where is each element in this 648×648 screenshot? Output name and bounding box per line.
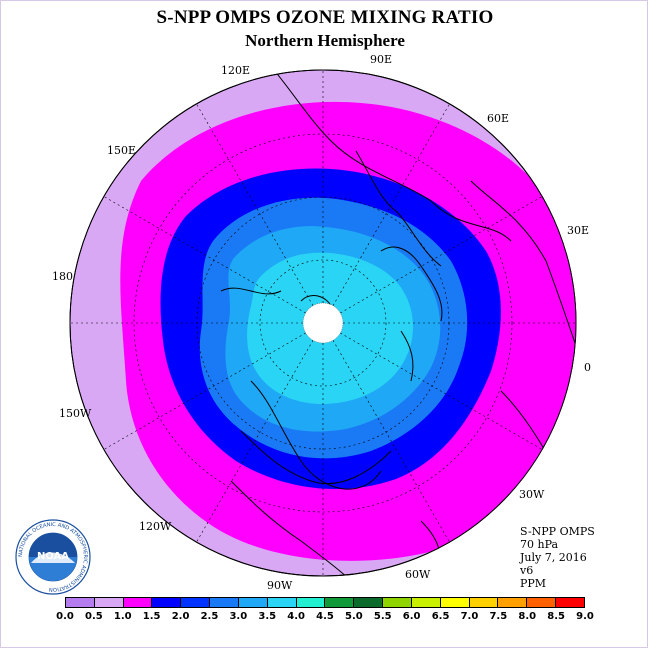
longitude-label: 0: [584, 361, 591, 374]
colorbar-swatch: [383, 598, 412, 607]
colorbar-tick-label: 2.0: [171, 611, 190, 622]
meridian-line: [196, 103, 314, 306]
longitude-label: 150W: [59, 407, 92, 420]
colorbar-tick-label: 1.0: [113, 611, 132, 622]
colorbar: [65, 597, 585, 608]
colorbar-swatch: [411, 598, 441, 607]
colorbar-tick-label: 9.0: [576, 611, 594, 622]
colorbar-tick-label: 1.5: [142, 611, 161, 622]
instrument-text: S-NPP OMPS: [520, 525, 595, 538]
meridian-line: [340, 196, 543, 314]
contour-bands: [120, 101, 576, 561]
colorbar-swatch: [440, 598, 470, 607]
longitude-label: 180: [52, 270, 73, 283]
colorbar-swatch: [296, 598, 326, 607]
colorbar-swatch: [325, 598, 355, 607]
longitude-label: 60W: [405, 568, 431, 581]
longitude-label: 60E: [487, 112, 510, 125]
colorbar-tick-label: 3.0: [229, 611, 248, 622]
longitude-label: 150E: [107, 144, 137, 157]
chart-title: S-NPP OMPS OZONE MIXING RATIO: [156, 7, 494, 28]
version-text: v6: [520, 564, 534, 577]
colorbar-swatch: [498, 598, 528, 607]
colorbar-tick-label: 7.5: [489, 611, 508, 622]
colorbar-tick-label: 3.5: [258, 611, 277, 622]
longitude-label: 120W: [139, 520, 172, 533]
coastlines: [220, 70, 576, 576]
colorbar-swatch: [181, 598, 211, 607]
meridian-line: [196, 340, 314, 543]
longitude-label: 30E: [567, 224, 590, 237]
colorbar-tick-label: 2.5: [200, 611, 219, 622]
colorbar-tick-label: 0.0: [56, 611, 74, 622]
date-text: July 7, 2016: [520, 551, 587, 564]
meridian-line: [332, 340, 450, 543]
meridian-line: [103, 332, 306, 450]
colorbar-swatch: [556, 598, 584, 607]
meridian-line: [340, 332, 543, 450]
polar-data-gap: [302, 302, 344, 344]
colorbar-swatch: [66, 598, 95, 607]
noaa-logo: NATIONAL OCEANIC AND ATMOSPHERIC ADMINIS…: [15, 519, 91, 595]
colorbar-swatch: [152, 598, 182, 607]
colorbar-swatch: [210, 598, 239, 607]
longitude-label: 90W: [267, 579, 293, 592]
unit-text: PPM: [520, 577, 547, 590]
colorbar-swatch: [267, 598, 297, 607]
colorbar-tick-label: 8.0: [518, 611, 537, 622]
longitude-label: 30W: [519, 488, 545, 501]
meridian-line: [332, 103, 450, 306]
colorbar-ticks: 0.0 0.5 1.0 1.5 2.0 2.5 3.0 3.5 4.0 4.5 5.0 5.5 6.0 6…: [1, 611, 647, 625]
colorbar-swatch: [469, 598, 499, 607]
colorbar-swatch: [238, 598, 268, 607]
graticule: [70, 70, 576, 576]
colorbar-swatch: [527, 598, 557, 607]
colorbar-tick-label: 7.0: [460, 611, 479, 622]
colorbar-tick-label: 5.0: [345, 611, 363, 622]
colorbar-tick-label: 6.0: [402, 611, 421, 622]
chart-subtitle: Northern Hemisphere: [245, 31, 405, 50]
meridian-line: [103, 196, 306, 314]
colorbar-tick-label: 5.5: [373, 611, 392, 622]
globe-outline: [69, 69, 577, 577]
colorbar-swatch: [94, 598, 124, 607]
colorbar-swatch: [354, 598, 384, 607]
colorbar-swatch: [123, 598, 153, 607]
longitude-label: 90E: [370, 53, 393, 66]
longitude-label: 120E: [221, 64, 251, 77]
colorbar-tick-label: 4.0: [287, 611, 305, 622]
svg-text:NOAA: NOAA: [37, 551, 69, 562]
colorbar-tick-label: 4.5: [316, 611, 334, 622]
product-info: S-NPP OMPS 70 hPa July 7, 2016 v6 PPM: [520, 525, 595, 590]
pressure-level-text: 70 hPa: [520, 538, 559, 551]
colorbar-tick-label: 6.5: [431, 611, 450, 622]
colorbar-tick-label: 8.5: [547, 611, 565, 622]
colorbar-tick-label: 0.5: [85, 611, 103, 622]
